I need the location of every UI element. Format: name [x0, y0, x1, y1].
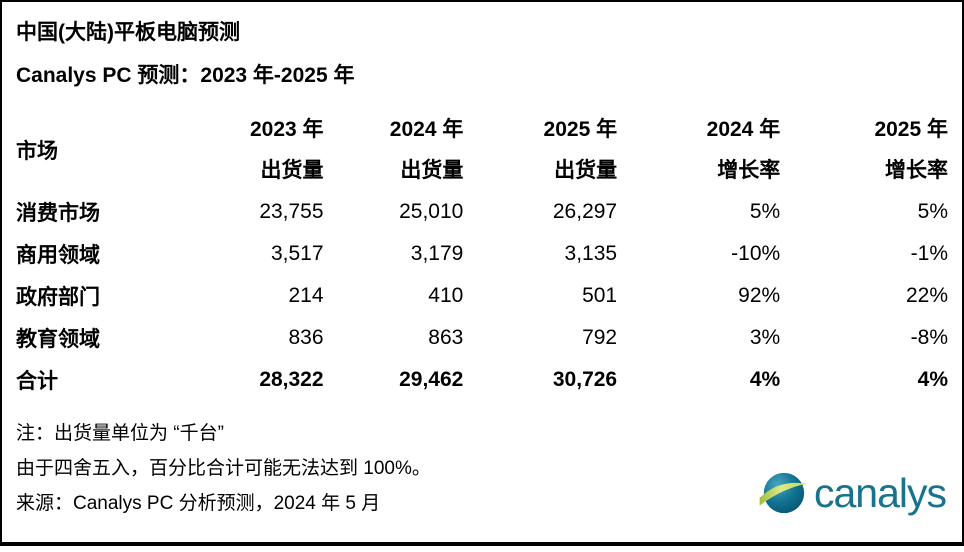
shipments-2024: 3,179 — [410, 242, 464, 265]
growth-2024: 3% — [749, 326, 781, 349]
growth-2024: 5% — [749, 200, 781, 223]
shipments-2025: 501 — [582, 284, 618, 307]
globe-icon — [759, 472, 807, 514]
table-header-row: 市场 2023 年 出货量 2024 年 出货量 2025 年 出货量 2024… — [16, 109, 948, 191]
column-header-year: 2025 年 — [543, 118, 618, 141]
growth-2024: 4% — [749, 368, 781, 391]
column-header-market: 市场 — [16, 140, 58, 163]
shipments-2025: 792 — [582, 326, 618, 349]
table-row: 消费市场 23,755 25,010 26,297 5% 5% — [16, 191, 948, 233]
column-header-2025-shipments: 2025 年 出货量 — [463, 109, 618, 191]
shipments-2025: 3,135 — [564, 242, 618, 265]
table-total-row: 合计 28,322 29,462 30,726 4% 4% — [16, 359, 948, 401]
growth-2025: 4% — [917, 368, 948, 391]
column-header-metric: 出货量 — [400, 159, 464, 182]
page-subtitle: Canalys PC 预测：2023 年-2025 年 — [16, 64, 355, 87]
growth-2025: 22% — [905, 284, 948, 307]
market-label: 商用领域 — [16, 244, 100, 267]
market-label: 教育领域 — [16, 328, 100, 351]
shipments-2024: 25,010 — [399, 200, 464, 223]
column-header-metric: 出货量 — [554, 159, 618, 182]
shipments-2023: 28,322 — [259, 368, 324, 391]
column-header-2024-shipments: 2024 年 出货量 — [324, 109, 464, 191]
shipments-2024: 410 — [428, 284, 464, 307]
shipments-2023: 23,755 — [259, 200, 324, 223]
column-header-2023-shipments: 2023 年 出货量 — [202, 109, 324, 191]
column-header-metric: 增长率 — [717, 159, 781, 182]
shipments-2025: 26,297 — [552, 200, 618, 223]
table-row: 商用领域 3,517 3,179 3,135 -10% -1% — [16, 233, 948, 275]
forecast-table: 市场 2023 年 出货量 2024 年 出货量 2025 年 出货量 2024… — [16, 109, 948, 401]
shipments-2023: 3,517 — [270, 242, 324, 265]
page-title: 中国(大陆)平板电脑预测 — [16, 21, 240, 44]
shipments-2024: 863 — [428, 326, 464, 349]
market-label: 政府部门 — [16, 286, 100, 309]
shipments-2024: 29,462 — [399, 368, 464, 391]
note-rounding: 由于四舍五入，百分比合计可能无法达到 100%。 — [16, 458, 431, 479]
column-header-year: 2024 年 — [389, 118, 464, 141]
column-header-year: 2023 年 — [249, 118, 324, 141]
market-label: 合计 — [16, 370, 58, 393]
column-header-year: 2024 年 — [706, 118, 781, 141]
market-label: 消费市场 — [16, 202, 100, 225]
note-source: 来源：Canalys PC 分析预测，2024 年 5 月 — [16, 493, 381, 514]
column-header-metric: 增长率 — [885, 159, 948, 182]
note-unit: 注：出货量单位为 “千台” — [16, 423, 224, 444]
column-header-year: 2025 年 — [874, 118, 948, 141]
column-header-2024-growth: 2024 年 增长率 — [617, 109, 781, 191]
shipments-2023: 214 — [288, 284, 324, 307]
footnotes: 注：出货量单位为 “千台” 由于四舍五入，百分比合计可能无法达到 100%。 来… — [16, 416, 948, 521]
table-row: 教育领域 836 863 792 3% -8% — [16, 317, 948, 359]
growth-2025: -8% — [910, 326, 948, 349]
growth-2025: -1% — [910, 242, 948, 265]
column-header-2025-growth: 2025 年 增长率 — [780, 109, 948, 191]
table-row: 政府部门 214 410 501 92% 22% — [16, 275, 948, 317]
canalys-logo: canalys — [759, 469, 947, 516]
canalys-wordmark: canalys — [813, 469, 947, 516]
growth-2025: 5% — [917, 200, 948, 223]
shipments-2023: 836 — [288, 326, 324, 349]
shipments-2025: 30,726 — [552, 368, 618, 391]
growth-2024: 92% — [738, 284, 781, 307]
column-header-metric: 出货量 — [260, 159, 324, 182]
growth-2024: -10% — [731, 242, 781, 265]
